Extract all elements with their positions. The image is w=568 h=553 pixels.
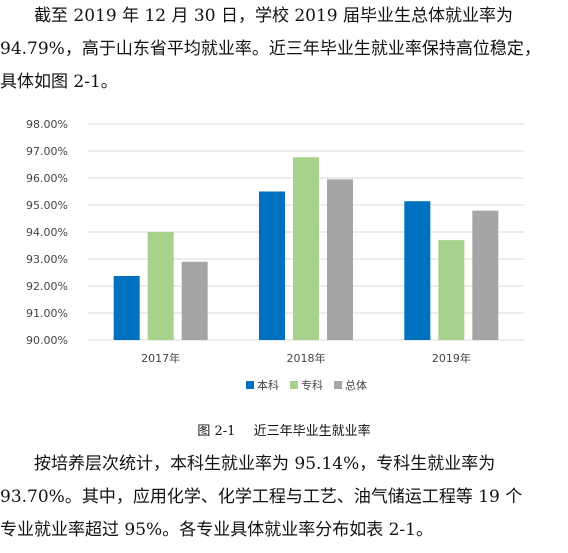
bar-总体-2019年 xyxy=(472,210,499,340)
y-tick-label: 92.00% xyxy=(26,280,68,293)
legend-swatch xyxy=(246,381,254,389)
bar-本科-2019年 xyxy=(404,201,431,340)
y-tick-label: 96.00% xyxy=(26,172,68,185)
figure-caption: 图 2-1 近三年毕业生就业率 xyxy=(0,420,568,439)
y-tick-label: 95.00% xyxy=(26,199,68,212)
legend-label: 专科 xyxy=(301,378,323,392)
intro-line-3: 具体如图 2-1。 xyxy=(0,72,118,92)
outro-line-2: 93.70%。其中，应用化学、化学工程与工艺、油气储运工程等 19 个 xyxy=(0,487,523,507)
outro-paragraph: 按培养层次统计，本科生就业率为 95.14%，专科生就业率为 93.70%。其中… xyxy=(0,448,568,547)
employment-rate-chart: 90.00% 91.00% 92.00% 93.00% 94.00% 95.00% 96.0… xyxy=(26,118,524,392)
x-tick-label: 2018年 xyxy=(287,351,326,365)
outro-line-3: 专业就业率超过 95%。各专业具体就业率分布如表 2-1。 xyxy=(0,520,433,540)
bar-专科-2019年 xyxy=(438,240,465,340)
y-tick-label: 98.00% xyxy=(26,118,68,131)
intro-paragraph: 截至 2019 年 12 月 30 日，学校 2019 届毕业生总体就业率为 9… xyxy=(0,0,568,99)
legend-label: 总体 xyxy=(345,378,367,392)
legend-label: 本科 xyxy=(257,378,279,392)
x-tick-label: 2017年 xyxy=(141,351,180,365)
bar-专科-2017年 xyxy=(147,232,174,340)
legend-swatch xyxy=(334,381,342,389)
bar-专科-2018年 xyxy=(293,157,319,340)
y-tick-label: 90.00% xyxy=(26,334,68,347)
y-tick-label: 91.00% xyxy=(26,307,68,320)
y-tick-label: 93.00% xyxy=(26,253,68,266)
intro-line-1: 截至 2019 年 12 月 30 日，学校 2019 届毕业生总体就业率为 xyxy=(34,6,514,26)
x-tick-label: 2019年 xyxy=(432,351,471,365)
bar-总体-2017年 xyxy=(181,261,208,340)
figure-title: 近三年毕业生就业率 xyxy=(253,424,371,439)
intro-line-2: 94.79%，高于山东省平均就业率。近三年毕业生就业率保持高位稳定， xyxy=(0,39,541,59)
figure-number: 图 2-1 xyxy=(197,424,236,439)
legend-swatch xyxy=(290,381,298,389)
bar-总体-2018年 xyxy=(327,179,353,340)
y-tick-label: 97.00% xyxy=(26,145,68,158)
y-tick-label: 94.00% xyxy=(26,226,68,239)
outro-line-1: 按培养层次统计，本科生就业率为 95.14%，专科生就业率为 xyxy=(34,454,496,474)
bar-本科-2017年 xyxy=(113,276,140,340)
bar-本科-2018年 xyxy=(259,191,285,340)
